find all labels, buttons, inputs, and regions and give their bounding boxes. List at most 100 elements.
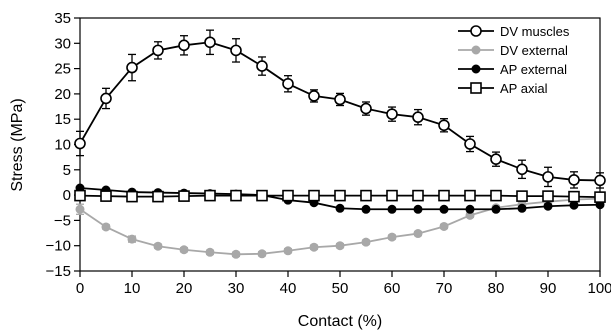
legend-marker bbox=[470, 25, 482, 37]
data-point bbox=[334, 93, 346, 106]
data-point bbox=[283, 246, 293, 256]
data-point bbox=[282, 189, 294, 202]
x-tick-label: 0 bbox=[76, 280, 84, 297]
series-layer bbox=[74, 29, 606, 259]
data-point bbox=[464, 138, 476, 150]
x-tick-label: 20 bbox=[176, 280, 193, 297]
data-point bbox=[231, 249, 241, 259]
data-point bbox=[204, 36, 216, 49]
data-point bbox=[308, 90, 320, 102]
data-point bbox=[360, 102, 372, 115]
data-point bbox=[594, 191, 606, 203]
data-point bbox=[568, 190, 580, 203]
x-tick-label: 10 bbox=[124, 280, 141, 297]
data-point bbox=[516, 190, 528, 202]
x-tick-label: 70 bbox=[436, 280, 453, 297]
x-axis-ticks: 0 10 20 30 40 50 60 70 80 90 100 bbox=[76, 271, 611, 297]
data-point bbox=[387, 204, 397, 214]
data-point bbox=[542, 171, 554, 183]
data-point bbox=[74, 189, 86, 202]
data-point bbox=[100, 190, 112, 202]
data-point bbox=[386, 189, 398, 202]
data-point bbox=[101, 222, 111, 232]
data-point bbox=[465, 204, 475, 214]
y-tick-label: 25 bbox=[54, 61, 71, 78]
y-tick-label: 30 bbox=[54, 35, 71, 52]
data-point bbox=[152, 44, 164, 57]
legend-label: AP external bbox=[500, 62, 567, 77]
series-ap-axial bbox=[74, 189, 606, 203]
data-point bbox=[309, 242, 319, 252]
legend-marker bbox=[471, 45, 481, 55]
series-dv-external bbox=[75, 194, 605, 259]
data-point bbox=[74, 137, 86, 150]
data-point bbox=[335, 203, 345, 213]
data-point bbox=[543, 201, 553, 211]
data-point bbox=[413, 204, 423, 214]
data-point bbox=[516, 163, 528, 176]
legend-label: AP axial bbox=[500, 81, 548, 96]
legend-label: DV external bbox=[500, 43, 568, 58]
data-point bbox=[152, 190, 164, 203]
data-point bbox=[542, 190, 554, 202]
data-point bbox=[179, 245, 189, 255]
data-point bbox=[126, 190, 138, 203]
y-axis-title: Stress (MPa) bbox=[9, 98, 26, 191]
series-dv-muscles bbox=[74, 29, 606, 189]
y-tick-label: −15 bbox=[46, 263, 71, 280]
data-point bbox=[100, 92, 112, 105]
data-point bbox=[256, 60, 268, 72]
legend-item-dv-external: DV external bbox=[458, 43, 568, 58]
y-tick-label: −5 bbox=[54, 212, 71, 229]
data-point bbox=[568, 174, 580, 186]
x-tick-label: 50 bbox=[332, 280, 349, 297]
data-point bbox=[464, 189, 476, 202]
legend-item-ap-axial: AP axial bbox=[458, 81, 548, 96]
y-axis-ticks: −15 −10 −5 0 5 10 15 20 25 30 35 bbox=[46, 10, 80, 280]
legend-item-ap-external: AP external bbox=[458, 62, 567, 77]
data-point bbox=[490, 189, 502, 202]
x-tick-label: 100 bbox=[587, 280, 611, 297]
data-point bbox=[413, 229, 423, 239]
data-point bbox=[126, 61, 138, 74]
data-point bbox=[569, 200, 579, 210]
data-point bbox=[361, 237, 371, 247]
data-point bbox=[491, 204, 501, 214]
data-point bbox=[386, 108, 398, 120]
legend-item-dv-muscles: DV muscles bbox=[458, 24, 570, 39]
data-point bbox=[256, 189, 268, 202]
data-point bbox=[361, 204, 371, 214]
y-tick-label: 35 bbox=[54, 10, 71, 27]
data-point bbox=[178, 190, 190, 202]
x-tick-label: 90 bbox=[540, 280, 557, 297]
y-tick-label: 20 bbox=[54, 86, 71, 103]
data-point bbox=[387, 232, 397, 242]
y-tick-label: 10 bbox=[54, 137, 71, 154]
data-point bbox=[490, 153, 502, 165]
x-tick-label: 80 bbox=[488, 280, 505, 297]
data-point bbox=[412, 111, 424, 123]
data-point bbox=[438, 119, 450, 132]
legend-label: DV muscles bbox=[500, 24, 570, 39]
data-point bbox=[308, 189, 320, 202]
data-point bbox=[204, 189, 216, 202]
legend: DV muscles DV external AP external AP axial bbox=[458, 24, 570, 96]
y-tick-label: 0 bbox=[63, 187, 71, 204]
data-point bbox=[178, 39, 190, 52]
x-tick-label: 30 bbox=[228, 280, 245, 297]
data-point bbox=[439, 221, 449, 231]
legend-marker bbox=[471, 64, 481, 74]
x-tick-label: 60 bbox=[384, 280, 401, 297]
data-point bbox=[360, 189, 372, 202]
y-tick-label: −10 bbox=[46, 238, 71, 255]
data-point bbox=[153, 241, 163, 251]
data-point bbox=[127, 234, 137, 244]
legend-marker bbox=[470, 82, 482, 94]
data-point bbox=[439, 204, 449, 214]
data-point bbox=[75, 204, 85, 214]
data-point bbox=[335, 241, 345, 251]
data-point bbox=[517, 203, 527, 213]
data-point bbox=[594, 174, 606, 187]
data-point bbox=[412, 189, 424, 202]
